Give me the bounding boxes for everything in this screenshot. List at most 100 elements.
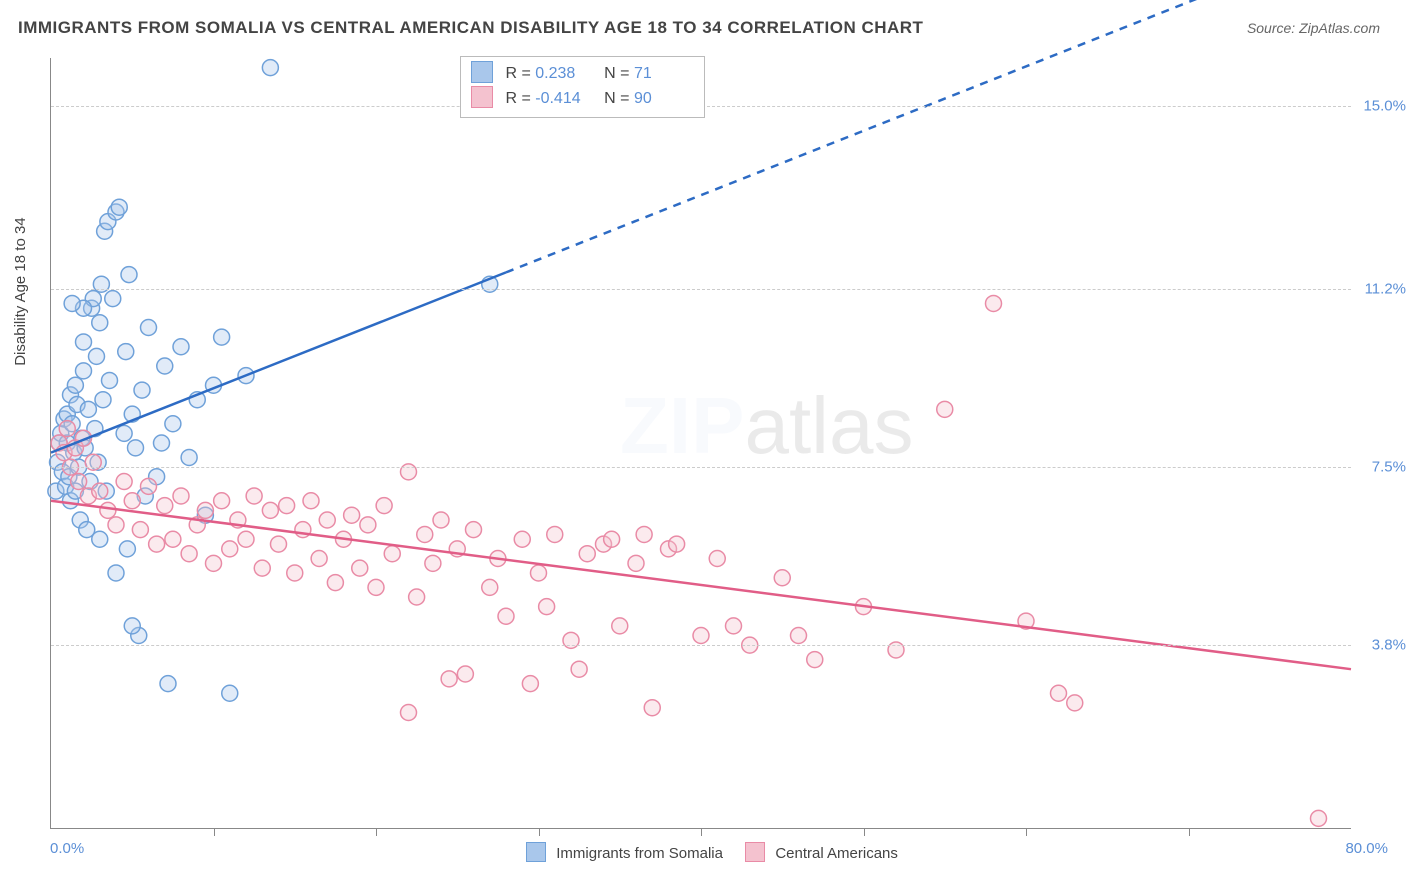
scatter-point-somalia [111,199,127,215]
scatter-point-central [222,541,238,557]
legend-label-central: Central Americans [775,845,898,862]
scatter-point-central [539,599,555,615]
scatter-point-central [149,536,165,552]
scatter-point-somalia [64,295,80,311]
scatter-point-central [327,575,343,591]
scatter-point-somalia [118,344,134,360]
scatter-point-central [441,671,457,687]
scatter-point-central [628,555,644,571]
scatter-point-somalia [134,382,150,398]
scatter-point-central [384,546,400,562]
scatter-point-central [181,546,197,562]
label-n: N = [600,90,634,107]
scatter-point-central [262,502,278,518]
plot-area: 3.8%7.5%11.2%15.0% [50,58,1351,829]
scatter-point-central [206,555,222,571]
scatter-point-central [937,401,953,417]
stats-row-somalia: R = 0.238 N = 71 [471,61,694,86]
scatter-point-central [173,488,189,504]
scatter-point-somalia [157,358,173,374]
x-tick [539,828,540,836]
y-tick-label: 7.5% [1372,459,1406,476]
scatter-point-central [425,555,441,571]
x-tick [214,828,215,836]
chart-svg [51,58,1351,828]
scatter-point-somalia [160,676,176,692]
scatter-point-central [132,522,148,538]
scatter-point-central [409,589,425,605]
scatter-point-central [59,421,75,437]
value-n-central: 90 [634,87,694,111]
gridline [51,645,1351,646]
scatter-point-central [124,493,140,509]
scatter-point-central [482,579,498,595]
scatter-point-somalia [222,685,238,701]
scatter-point-central [1311,810,1327,826]
trendline-extrapolated-somalia [506,0,1351,272]
x-tick [864,828,865,836]
scatter-point-central [352,560,368,576]
stats-legend-box: R = 0.238 N = 71 R = -0.414 N = 90 [460,56,705,118]
scatter-point-central [100,502,116,518]
scatter-point-central [636,526,652,542]
scatter-point-central [498,608,514,624]
scatter-point-central [368,579,384,595]
x-tick [701,828,702,836]
scatter-point-somalia [119,541,135,557]
scatter-point-somalia [121,267,137,283]
scatter-point-somalia [80,401,96,417]
scatter-point-central [604,531,620,547]
value-n-somalia: 71 [634,62,694,86]
scatter-point-central [246,488,262,504]
scatter-point-somalia [76,363,92,379]
scatter-point-central [287,565,303,581]
scatter-point-central [457,666,473,682]
scatter-point-central [709,551,725,567]
label-r: R = [505,90,535,107]
scatter-point-somalia [95,392,111,408]
legend-swatch-central [745,842,765,862]
scatter-point-somalia [89,348,105,364]
scatter-point-central [311,551,327,567]
value-r-somalia: 0.238 [535,62,595,86]
scatter-point-central [669,536,685,552]
scatter-point-central [1067,695,1083,711]
scatter-point-central [254,560,270,576]
scatter-point-somalia [124,618,140,634]
scatter-point-central [141,478,157,494]
scatter-point-central [417,526,433,542]
source-attribution: Source: ZipAtlas.com [1247,20,1380,36]
scatter-point-somalia [141,320,157,336]
scatter-point-central [376,498,392,514]
label-n: N = [600,65,634,82]
label-r: R = [505,65,535,82]
y-tick-label: 11.2% [1365,281,1406,298]
scatter-point-somalia [173,339,189,355]
swatch-central [471,86,493,108]
scatter-point-central [579,546,595,562]
bottom-legend: Immigrants from Somalia Central American… [0,842,1406,862]
scatter-point-central [1051,685,1067,701]
scatter-point-somalia [262,60,278,76]
scatter-point-central [108,517,124,533]
scatter-point-central [514,531,530,547]
scatter-point-central [522,676,538,692]
x-tick [1026,828,1027,836]
scatter-point-somalia [165,416,181,432]
scatter-point-central [547,526,563,542]
scatter-point-central [571,661,587,677]
scatter-point-central [986,295,1002,311]
scatter-point-central [807,652,823,668]
x-tick [1189,828,1190,836]
x-tick [376,828,377,836]
scatter-point-central [774,570,790,586]
scatter-point-central [693,628,709,644]
swatch-somalia [471,61,493,83]
scatter-point-somalia [108,565,124,581]
scatter-point-somalia [214,329,230,345]
scatter-point-central [433,512,449,528]
scatter-point-central [157,498,173,514]
scatter-point-central [466,522,482,538]
legend-label-somalia: Immigrants from Somalia [556,845,723,862]
stats-row-central: R = -0.414 N = 90 [471,86,694,111]
